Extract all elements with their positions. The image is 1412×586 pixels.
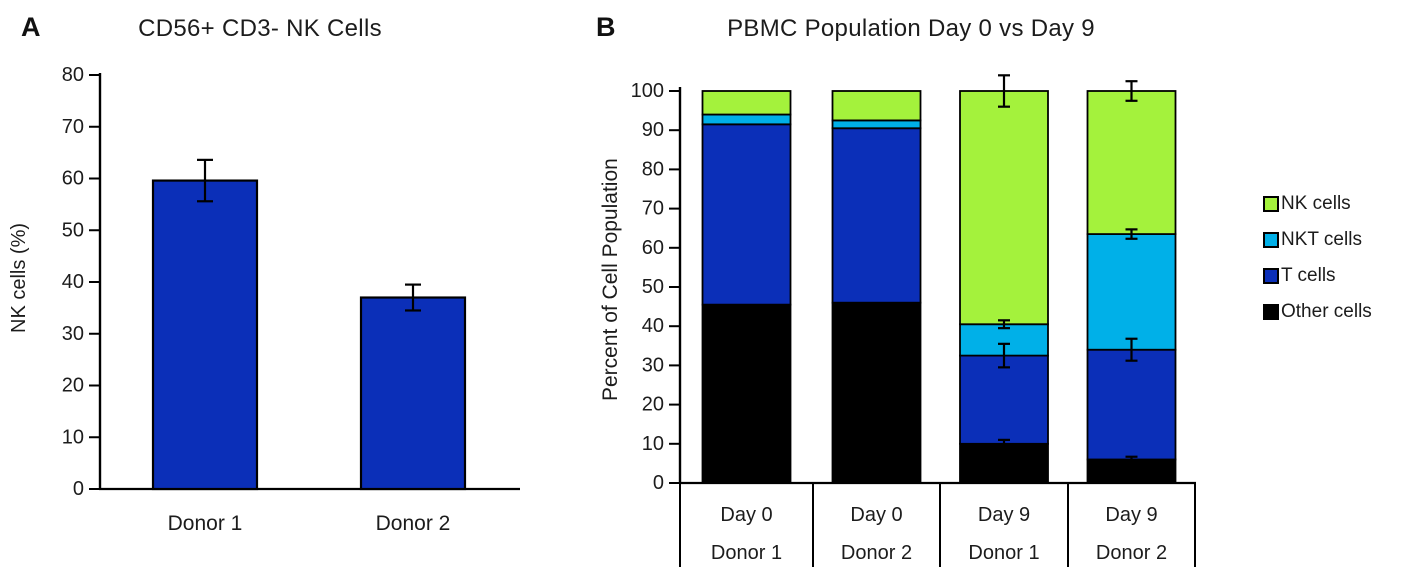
- panel-b-y-tick-label: 80: [642, 158, 664, 180]
- legend-label: Other cells: [1281, 301, 1372, 322]
- panel-b-y-tick-label: 70: [642, 198, 664, 220]
- segment-day-0-donor-2-nkt-cells: [831, 119, 922, 130]
- panel-b-y-tick-label: 20: [642, 394, 664, 416]
- legend-label: NKT cells: [1281, 229, 1362, 250]
- panel-b-title: PBMC Population Day 0 vs Day 9: [727, 15, 1095, 42]
- segment-day-9-donor-2-nkt-cells: [1086, 233, 1177, 351]
- chart-legend: NK cells NKT cells T cells Other cells: [1263, 186, 1372, 330]
- segment-day-9-donor-1-other-cells: [959, 442, 1049, 484]
- panel-b-y-tick-label: 100: [631, 80, 664, 102]
- panel-b-y-tick-label: 90: [642, 119, 664, 141]
- segment-day-0-donor-1-t-cells: [701, 123, 792, 306]
- panel-a-letter: A: [21, 12, 41, 42]
- legend-item-other-cells: Other cells: [1263, 294, 1372, 330]
- panel-a-y-tick-label: 0: [73, 478, 84, 500]
- panel-b-x-category-label-line1: Day 9: [1105, 504, 1157, 526]
- panel-a-plot: 0 10 20 30 40 50 60 70 80 Donor 1 Donor 2: [62, 64, 520, 535]
- legend-item-t-cells: T cells: [1263, 258, 1372, 294]
- legend-label: NK cells: [1281, 193, 1351, 214]
- bar-donor-2: [359, 296, 467, 491]
- legend-swatch-icon: [1263, 304, 1279, 320]
- segment-day-9-donor-2-nk-cells: [1086, 90, 1177, 235]
- segment-day-9-donor-1-t-cells: [959, 354, 1049, 445]
- panel-a-y-tick-label: 50: [62, 219, 84, 241]
- panel-b-letter: B: [596, 12, 616, 42]
- panel-b-y-tick-label: 10: [642, 433, 664, 455]
- panel-a-title: CD56+ CD3- NK Cells: [138, 15, 382, 42]
- segment-day-0-donor-2-t-cells: [831, 127, 922, 304]
- panel-b-y-tick-label: 0: [653, 472, 664, 494]
- panel-b-y-tick-label: 30: [642, 354, 664, 376]
- legend-swatch-icon: [1263, 232, 1279, 248]
- panel-b-y-tick-label: 50: [642, 276, 664, 298]
- panel-a-y-tick-label: 60: [62, 168, 84, 190]
- panel-a-y-tick-label: 40: [62, 271, 84, 293]
- panel-b-x-category-label-line2: Donor 2: [841, 542, 912, 564]
- panel-b-plot: 0 10 20 30 40 50 60 70 80 90 100 Day 0 Donor 1 Day 0 D…: [631, 74, 1196, 567]
- panel-b-x-category-label-line1: Day 0: [720, 504, 772, 526]
- legend-label: T cells: [1281, 265, 1336, 286]
- panel-b-x-category-label-line2: Donor 2: [1096, 542, 1167, 564]
- panel-a-y-tick-label: 30: [62, 323, 84, 345]
- segment-day-0-donor-1-other-cells: [701, 303, 792, 484]
- panel-b-x-category-label-line2: Donor 1: [968, 542, 1039, 564]
- legend-item-nk-cells: NK cells: [1263, 186, 1372, 222]
- legend-swatch-icon: [1263, 268, 1279, 284]
- segment-day-9-donor-2-t-cells: [1086, 348, 1177, 461]
- panel-a-y-tick-label: 10: [62, 426, 84, 448]
- segment-day-0-donor-2-other-cells: [831, 301, 922, 484]
- legend-swatch-icon: [1263, 196, 1279, 212]
- panel-b-x-category-label-line2: Donor 1: [711, 542, 782, 564]
- bar-donor-1: [151, 179, 259, 491]
- segment-day-9-donor-1-nk-cells: [959, 90, 1049, 326]
- panel-b-y-tick-label: 60: [642, 237, 664, 259]
- panel-a-x-category-label: Donor 2: [376, 512, 451, 535]
- segment-day-0-donor-2-nk-cells: [831, 90, 922, 122]
- panel-b-y-tick-label: 40: [642, 315, 664, 337]
- segment-day-0-donor-1-nk-cells: [701, 90, 792, 116]
- panel-a-x-category-label: Donor 1: [168, 512, 243, 535]
- panel-a-y-tick-label: 20: [62, 375, 84, 397]
- legend-item-nkt-cells: NKT cells: [1263, 222, 1372, 258]
- panel-a-y-tick-label: 70: [62, 116, 84, 138]
- panel-b-x-category-label-line1: Day 9: [978, 504, 1030, 526]
- panel-a-y-tick-label: 80: [62, 64, 84, 86]
- panel-b-x-category-label-line1: Day 0: [850, 504, 902, 526]
- segment-day-0-donor-1-nkt-cells: [701, 113, 792, 126]
